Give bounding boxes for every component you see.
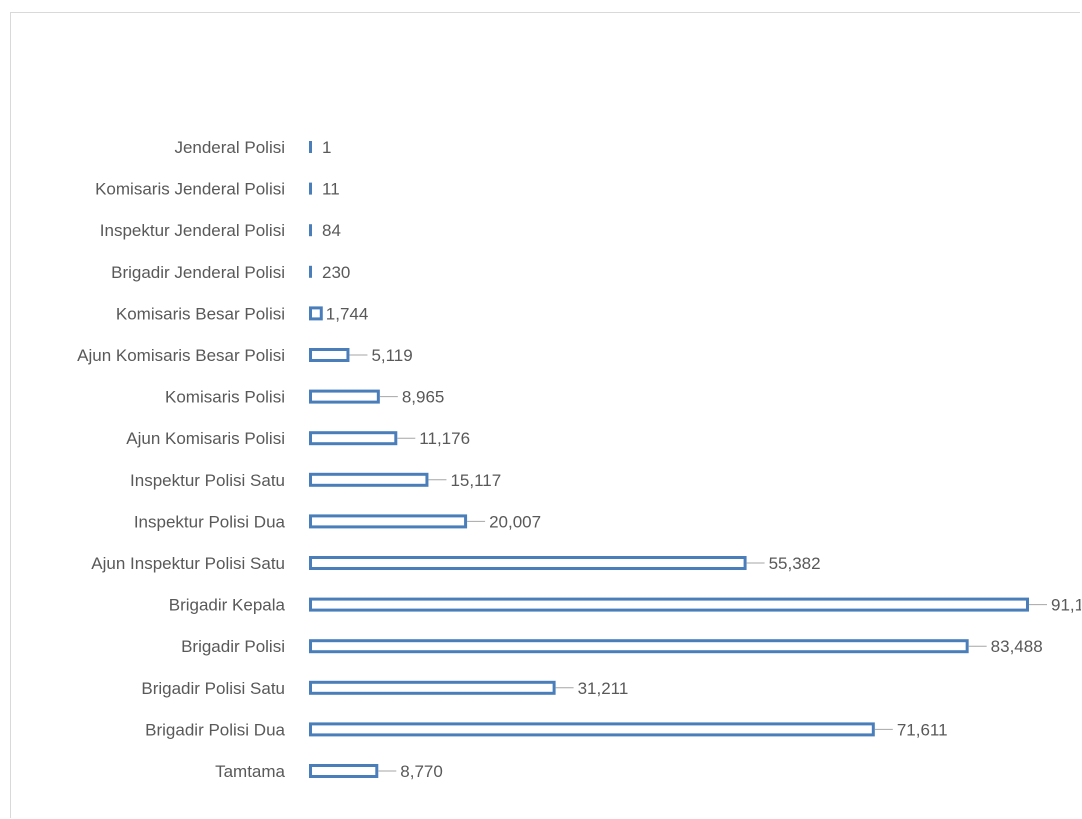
data-label: 20,007 xyxy=(489,512,541,531)
bar xyxy=(309,639,969,654)
category-label: Komisaris Polisi xyxy=(165,388,285,407)
data-label: 11 xyxy=(322,180,340,199)
data-label: 11,176 xyxy=(419,429,470,448)
data-label: 31,211 xyxy=(578,679,629,698)
bar xyxy=(309,722,875,737)
data-label: 230 xyxy=(322,263,350,282)
bar-chart: Jenderal Polisi 1 Komisaris Jenderal Polis… xyxy=(77,138,1081,781)
category-label: Brigadir Kepala xyxy=(169,596,286,615)
data-label: 8,770 xyxy=(400,762,443,781)
bar xyxy=(309,306,323,321)
category-label: Ajun Inspektur Polisi Satu xyxy=(91,554,285,573)
category-label: Tamtama xyxy=(215,762,285,781)
category-label: Brigadir Polisi Dua xyxy=(145,720,285,739)
bar xyxy=(309,141,312,153)
data-label: 55,382 xyxy=(769,554,821,573)
data-label: 15,117 xyxy=(450,471,501,490)
data-label: 5,119 xyxy=(371,346,412,365)
category-label: Inspektur Polisi Satu xyxy=(130,471,285,490)
chart-frame: Jenderal Polisi 1 Komisaris Jenderal Polis… xyxy=(10,12,1081,818)
bar xyxy=(309,224,312,237)
bar xyxy=(309,764,379,778)
data-label: 91,125 xyxy=(1051,596,1081,615)
data-label: 83,488 xyxy=(991,637,1043,656)
data-label: 1 xyxy=(322,138,331,157)
category-label: Brigadir Polisi Satu xyxy=(141,679,285,698)
category-label: Komisaris Besar Polisi xyxy=(116,304,285,323)
category-label: Jenderal Polisi xyxy=(174,138,285,157)
bar xyxy=(309,265,312,278)
bar xyxy=(309,182,312,195)
bar xyxy=(309,597,1029,612)
bar xyxy=(309,556,747,570)
category-label: Brigadir Polisi xyxy=(181,637,285,656)
data-label: 1,744 xyxy=(326,304,369,323)
category-label: Brigadir Jenderal Polisi xyxy=(111,263,285,282)
data-label: 84 xyxy=(322,221,341,240)
category-label: Ajun Komisaris Besar Polisi xyxy=(77,346,285,365)
category-label: Komisaris Jenderal Polisi xyxy=(95,180,285,199)
bar xyxy=(309,514,468,529)
category-label: Ajun Komisaris Polisi xyxy=(126,429,285,448)
category-label: Inspektur Polisi Dua xyxy=(134,512,286,531)
bar xyxy=(309,431,398,446)
bar xyxy=(309,680,556,695)
data-label: 8,965 xyxy=(402,388,445,407)
data-label: 71,611 xyxy=(897,720,948,739)
bar xyxy=(309,472,429,487)
category-label: Inspektur Jenderal Polisi xyxy=(100,221,285,240)
bar xyxy=(309,348,350,362)
bar xyxy=(309,389,380,404)
